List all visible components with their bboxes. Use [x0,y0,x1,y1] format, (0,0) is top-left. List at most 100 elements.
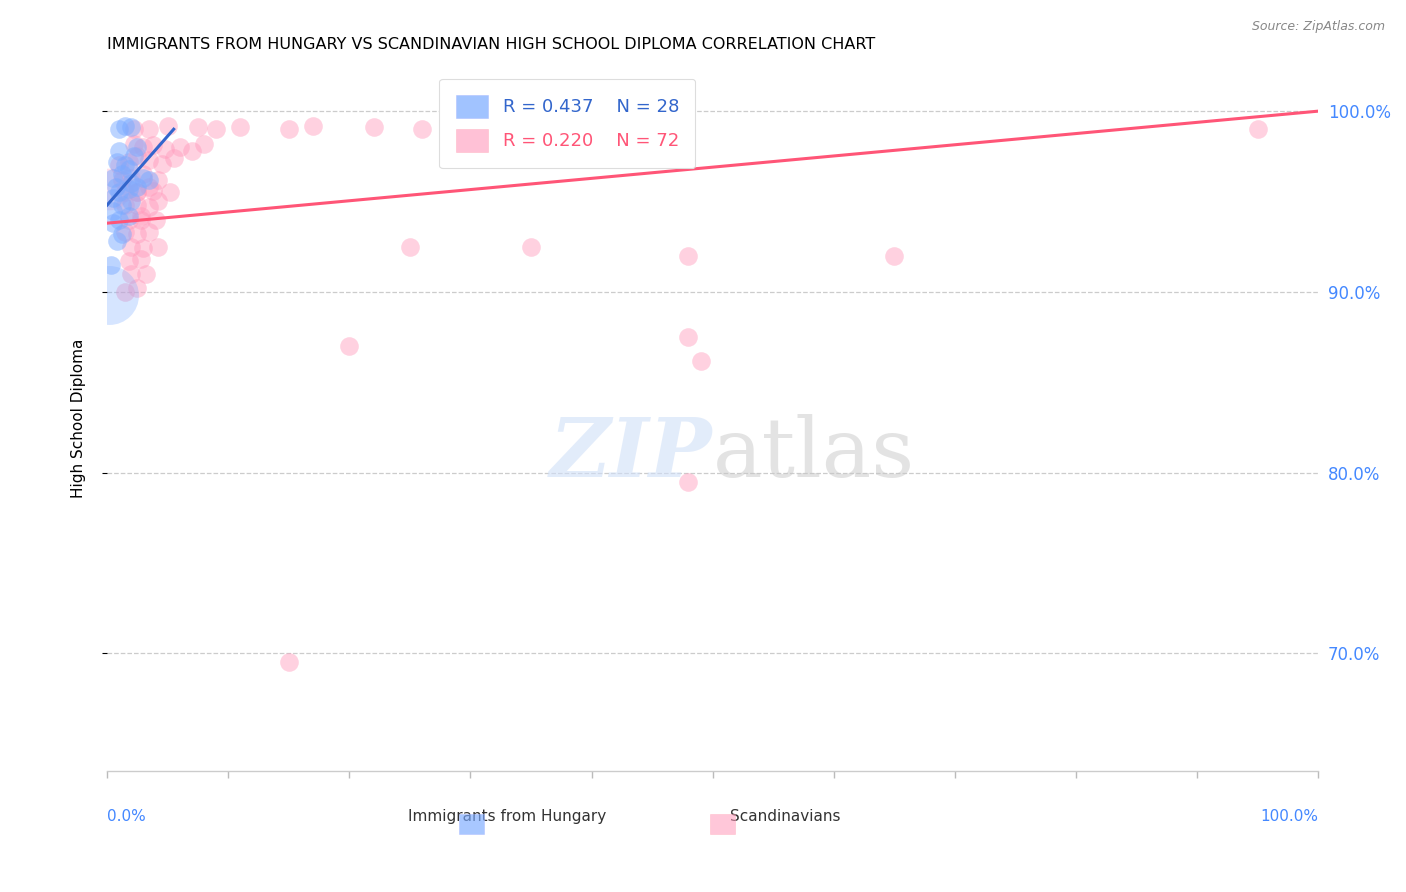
Text: 0.0%: 0.0% [107,809,146,824]
Point [118,161,141,176]
Point [127,186,149,200]
Text: 100.0%: 100.0% [1260,809,1319,824]
Text: Source: ZipAtlas.com: Source: ZipAtlas.com [1251,20,1385,33]
Point [363,120,385,135]
Point [114,119,136,133]
Point [122,149,145,163]
Point [114,225,136,239]
Point [101,216,124,230]
Point [132,168,155,182]
Point [146,173,169,187]
Point [883,249,905,263]
Point [98,182,121,196]
Point [138,153,160,167]
Point [108,122,131,136]
Point [129,212,152,227]
Point [411,122,433,136]
Point [187,120,209,135]
Legend: R = 0.437    N = 28, R = 0.220    N = 72: R = 0.437 N = 28, R = 0.220 N = 72 [440,78,695,169]
Point [132,242,155,256]
Point [138,225,160,239]
Point [142,138,165,153]
Point [110,198,132,212]
Point [159,186,181,200]
Point [127,149,149,163]
Point [127,281,149,295]
Point [135,267,157,281]
Point [114,158,136,172]
Point [120,171,142,186]
Point [180,144,202,158]
Point [495,120,517,135]
Point [163,151,186,165]
Point [127,186,149,200]
Point [120,267,142,281]
Point [155,142,177,156]
Point [678,249,700,263]
Text: Scandinavians: Scandinavians [730,809,841,824]
Point [138,173,160,187]
Point [122,136,145,151]
Text: ZIP: ZIP [550,414,713,493]
Point [229,120,252,135]
Point [399,240,422,254]
Point [118,254,141,268]
Point [132,171,155,186]
Point [101,191,124,205]
Point [110,168,132,182]
Point [138,180,160,194]
Point [118,209,141,223]
Point [108,186,131,200]
Point [120,120,142,135]
Point [169,140,191,154]
Point [105,234,128,248]
Point [1247,122,1270,136]
Point [105,154,128,169]
Point [100,258,122,272]
Text: Immigrants from Hungary: Immigrants from Hungary [408,809,606,824]
Point [678,330,700,344]
Point [120,194,142,209]
Point [118,154,141,169]
Point [110,173,132,187]
Point [98,288,121,302]
Text: IMMIGRANTS FROM HUNGARY VS SCANDINAVIAN HIGH SCHOOL DIPLOMA CORRELATION CHART: IMMIGRANTS FROM HUNGARY VS SCANDINAVIAN … [107,37,876,53]
Point [277,122,299,136]
Point [156,119,179,133]
Point [127,140,149,154]
Point [114,186,136,200]
Point [150,156,173,170]
Point [277,655,299,669]
Point [101,203,124,218]
Point [110,227,132,241]
Point [132,140,155,154]
Point [138,200,160,214]
Point [108,158,131,172]
Point [129,252,152,267]
Point [120,240,142,254]
Point [145,212,167,227]
Point [118,212,141,227]
Point [142,184,165,198]
Point [120,177,142,191]
Point [146,194,169,209]
Point [337,339,360,353]
Point [678,475,700,489]
Point [138,122,160,136]
Point [146,240,169,254]
Point [127,198,149,212]
Point [302,119,325,133]
Point [108,144,131,158]
Y-axis label: High School Diploma: High School Diploma [72,339,86,498]
Point [118,182,141,196]
Point [520,240,543,254]
Point [104,180,127,194]
Point [205,122,228,136]
Point [101,171,124,186]
Point [114,285,136,299]
Point [129,209,152,223]
Point [108,212,131,227]
Point [114,198,136,212]
Point [193,136,215,151]
Point [605,122,627,136]
